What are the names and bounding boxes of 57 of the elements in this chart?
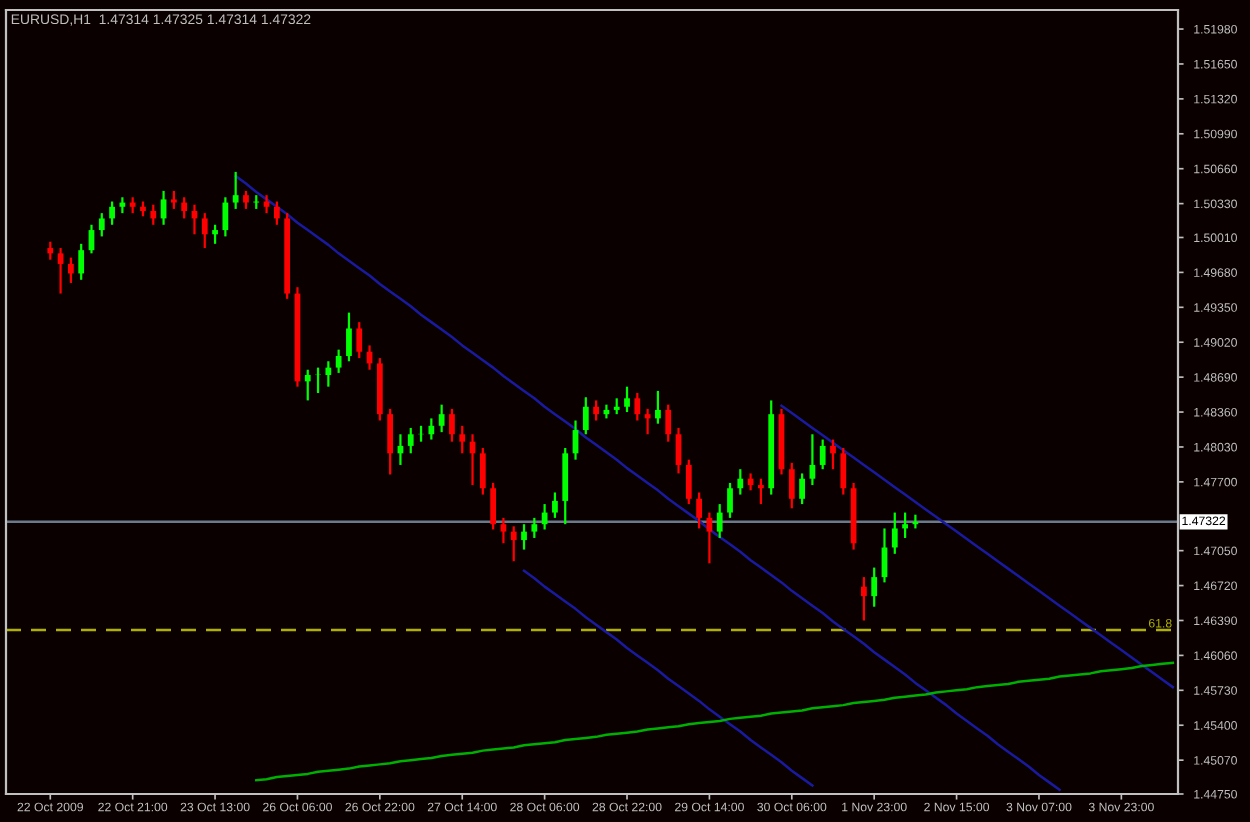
candlestick bbox=[181, 196, 188, 220]
candlestick bbox=[541, 502, 548, 531]
candlestick bbox=[799, 472, 805, 506]
candlestick bbox=[346, 311, 352, 363]
line-series bbox=[234, 174, 1061, 792]
candlestick bbox=[109, 200, 115, 226]
candlestick bbox=[222, 196, 229, 238]
candlestick bbox=[716, 502, 723, 540]
candlestick bbox=[98, 212, 105, 238]
candlestick bbox=[407, 426, 414, 455]
candlestick bbox=[552, 491, 558, 519]
candlestick bbox=[232, 170, 239, 211]
candlestick bbox=[335, 348, 342, 375]
candlestick bbox=[356, 321, 363, 360]
candlestick bbox=[459, 424, 466, 455]
candlestick bbox=[201, 212, 208, 250]
candlestick bbox=[871, 566, 878, 608]
candlestick bbox=[727, 481, 733, 519]
candlestick bbox=[273, 200, 280, 226]
candlestick bbox=[593, 399, 599, 422]
candlestick bbox=[500, 516, 507, 545]
candlestick bbox=[840, 446, 847, 496]
candlestick bbox=[819, 438, 826, 471]
candlestick bbox=[438, 403, 445, 434]
candlestick bbox=[634, 391, 641, 422]
candlestick bbox=[325, 360, 332, 388]
line-series bbox=[255, 661, 1175, 782]
candlestick bbox=[304, 368, 311, 402]
candlestick bbox=[788, 461, 795, 510]
candlestick bbox=[737, 468, 744, 496]
candlestick bbox=[665, 403, 672, 443]
candlestick bbox=[624, 385, 630, 414]
candlestick bbox=[150, 203, 157, 226]
candlestick bbox=[78, 242, 85, 281]
candlestick bbox=[479, 446, 486, 496]
candlestick bbox=[490, 481, 497, 531]
candlestick bbox=[449, 407, 455, 443]
candlestick bbox=[902, 511, 908, 540]
candlestick bbox=[861, 575, 867, 622]
candlestick bbox=[830, 438, 836, 471]
candlestick bbox=[685, 458, 692, 506]
candlestick bbox=[510, 525, 517, 563]
candlestick bbox=[582, 396, 589, 436]
candlestick bbox=[531, 516, 538, 540]
line-series bbox=[522, 569, 814, 787]
candlestick bbox=[562, 446, 569, 526]
candlestick bbox=[68, 256, 74, 285]
candlestick bbox=[57, 246, 64, 295]
candlestick bbox=[696, 491, 702, 530]
candlestick bbox=[387, 407, 394, 476]
line-series bbox=[780, 404, 1175, 689]
candlestick bbox=[758, 477, 764, 506]
candlestick bbox=[428, 417, 435, 441]
candlestick bbox=[212, 223, 218, 245]
candlestick bbox=[655, 389, 661, 425]
candlestick bbox=[891, 511, 898, 555]
candlestick bbox=[521, 523, 527, 551]
